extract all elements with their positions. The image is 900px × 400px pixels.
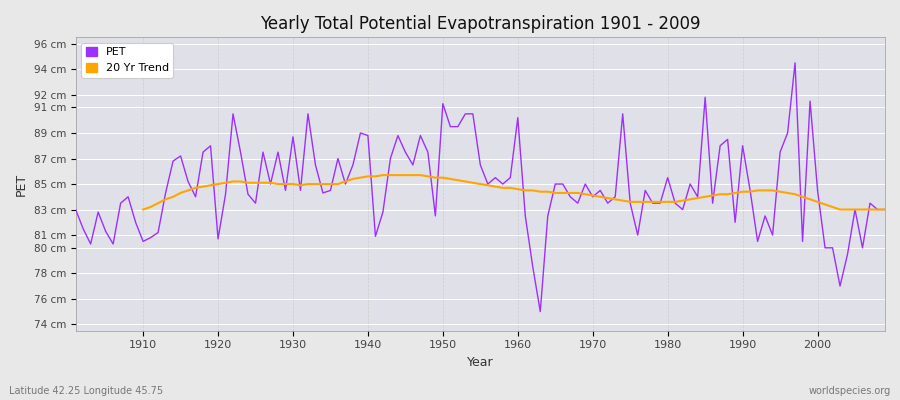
20 Yr Trend	[280, 182, 291, 186]
Line: PET: PET	[76, 63, 885, 312]
20 Yr Trend	[138, 207, 148, 212]
PET	[512, 115, 523, 120]
Text: Latitude 42.25 Longitude 45.75: Latitude 42.25 Longitude 45.75	[9, 386, 163, 396]
PET	[610, 194, 621, 199]
PET	[879, 207, 890, 212]
PET	[295, 188, 306, 193]
20 Yr Trend	[588, 193, 598, 198]
PET	[505, 175, 516, 180]
20 Yr Trend	[527, 188, 538, 193]
PET	[130, 220, 141, 225]
Text: worldspecies.org: worldspecies.org	[809, 386, 891, 396]
PET	[789, 60, 800, 65]
X-axis label: Year: Year	[467, 356, 493, 369]
20 Yr Trend	[850, 207, 860, 212]
20 Yr Trend	[310, 182, 321, 186]
PET	[70, 207, 81, 212]
Title: Yearly Total Potential Evapotranspiration 1901 - 2009: Yearly Total Potential Evapotranspiratio…	[260, 15, 700, 33]
20 Yr Trend	[377, 173, 388, 178]
Y-axis label: PET: PET	[15, 172, 28, 196]
Line: 20 Yr Trend: 20 Yr Trend	[143, 175, 885, 210]
Legend: PET, 20 Yr Trend: PET, 20 Yr Trend	[81, 43, 173, 78]
PET	[535, 309, 545, 314]
20 Yr Trend	[827, 204, 838, 209]
20 Yr Trend	[879, 207, 890, 212]
PET	[340, 182, 351, 186]
